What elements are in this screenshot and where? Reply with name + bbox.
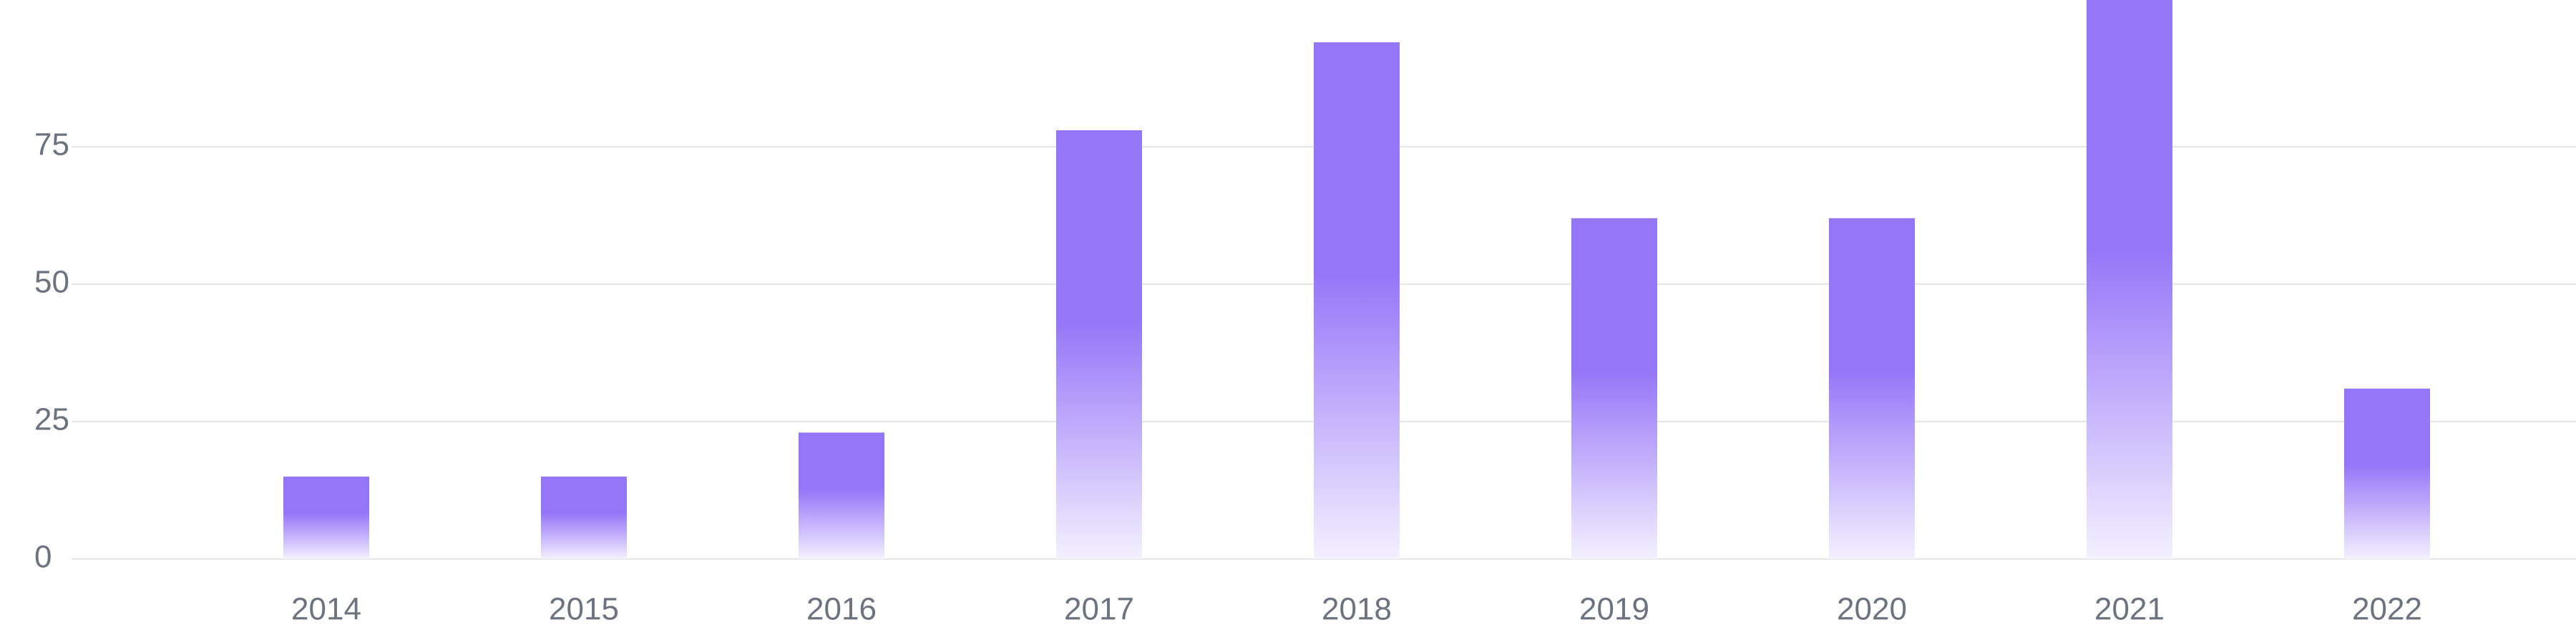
- x-tick-label-2017: 2017: [1064, 592, 1134, 627]
- bar-2015[interactable]: [541, 476, 627, 559]
- x-tick-label-2014: 2014: [291, 592, 361, 627]
- bar-2018[interactable]: [1314, 42, 1400, 559]
- bar-2019[interactable]: [1571, 218, 1657, 559]
- bar-2022[interactable]: [2344, 388, 2430, 559]
- y-tick-label-75: 75: [34, 127, 69, 162]
- bar-2017[interactable]: [1056, 130, 1142, 559]
- y-tick-label-25: 25: [34, 402, 69, 437]
- x-tick-label-2022: 2022: [2352, 592, 2422, 627]
- y-tick-label-50: 50: [34, 265, 69, 300]
- x-axis: 2014 2015 2016 2017 2018 2019 2020 2021 2022: [291, 592, 2422, 627]
- x-tick-label-2016: 2016: [806, 592, 877, 627]
- x-tick-label-2020: 2020: [1837, 592, 1907, 627]
- bar-2014[interactable]: [283, 476, 369, 559]
- y-tick-label-0: 0: [34, 540, 52, 575]
- x-tick-label-2019: 2019: [1579, 592, 1649, 627]
- x-tick-label-2021: 2021: [2094, 592, 2165, 627]
- bar-2016[interactable]: [799, 432, 884, 559]
- bar-2020[interactable]: [1829, 218, 1915, 559]
- bars: [283, 0, 2430, 559]
- bar-2021[interactable]: [2087, 0, 2172, 559]
- x-tick-label-2015: 2015: [549, 592, 619, 627]
- y-axis: 0 25 50 75: [34, 127, 69, 575]
- x-tick-label-2018: 2018: [1322, 592, 1392, 627]
